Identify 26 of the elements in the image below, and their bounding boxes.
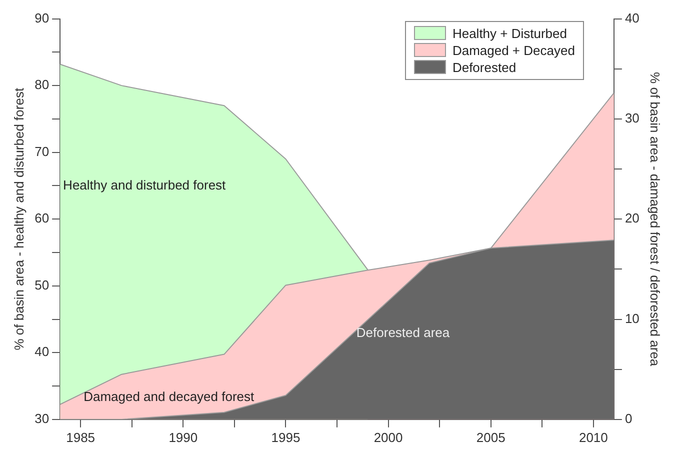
y-tick-label: 30: [34, 410, 50, 426]
annotation: Damaged and decayed forest: [84, 388, 255, 404]
y2-axis-title: % of basin area - damaged forest / deforested area: [648, 72, 663, 367]
y-tick-label: 80: [34, 77, 50, 92]
x-tick-label: 2005: [476, 430, 506, 445]
y2-tick-label: 30: [624, 110, 640, 126]
y2-tick-label: 0: [624, 410, 632, 426]
x-tick-label: 1985: [66, 430, 96, 445]
y-tick-label: 40: [34, 344, 50, 360]
x-tick-label: 1995: [271, 430, 300, 445]
y-tick-label: 90: [34, 10, 50, 26]
x-tick-label: 2000: [374, 430, 403, 445]
y-axis-title: % of basin area - healthy and disturbed forest: [11, 88, 26, 350]
legend-label: Damaged + Decayed: [452, 42, 575, 59]
legend-label: Deforested: [452, 58, 516, 76]
y2-tick-label: 20: [624, 210, 640, 226]
x-tick-label: 2010: [578, 430, 608, 445]
y-tick-label: 60: [34, 210, 50, 226]
y2-tick-label: 10: [624, 310, 640, 326]
legend-label: Healthy + Disturbed: [452, 24, 567, 42]
y2-tick-label: 40: [624, 10, 640, 26]
y-tick-label: 50: [34, 277, 50, 292]
annotation: Healthy and disturbed forest: [63, 177, 226, 192]
x-tick-label: 1990: [168, 430, 198, 445]
y-tick-label: 70: [34, 144, 50, 159]
annotation: Deforested area: [356, 324, 450, 340]
